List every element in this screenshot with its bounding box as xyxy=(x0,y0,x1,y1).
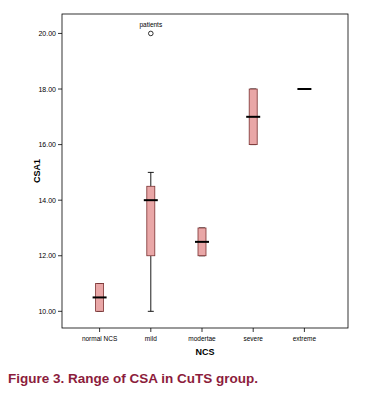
outlier xyxy=(149,31,154,36)
x-tick-label: modertae xyxy=(188,335,216,342)
x-tick-label: mild xyxy=(145,335,157,342)
plot-frame xyxy=(62,14,348,328)
caption: Figure 3. Range of CSA in CuTS group. xyxy=(8,371,258,386)
y-tick-label: 12.00 xyxy=(38,252,56,259)
y-tick-label: 20.00 xyxy=(38,30,56,37)
y-tick xyxy=(58,89,62,90)
outlier-label: patients xyxy=(139,21,163,29)
plot-area xyxy=(93,31,312,311)
x-axis-label: NCS xyxy=(195,347,214,357)
median xyxy=(246,116,260,118)
x-tick-label: normal NCS xyxy=(82,335,118,342)
y-tick xyxy=(58,144,62,145)
chart: 10.00 12.00 14.00 16.00 18.00 20.00 normal NCS… xyxy=(0,0,365,398)
y-tick xyxy=(58,200,62,201)
y-tick xyxy=(58,255,62,256)
y-tick-label: 10.00 xyxy=(38,308,56,315)
whisker-cap-high xyxy=(148,172,154,173)
x-tick-label: extreme xyxy=(293,335,317,342)
x-tick xyxy=(202,328,203,332)
box xyxy=(147,186,155,255)
whisker-low xyxy=(150,256,151,312)
x-tick xyxy=(253,328,254,332)
median xyxy=(93,296,107,298)
y-axis-label: CSA1 xyxy=(32,159,42,183)
whisker-cap-low xyxy=(148,311,154,312)
median xyxy=(144,199,158,201)
x-tick xyxy=(304,328,305,332)
y-tick xyxy=(58,311,62,312)
y-tick xyxy=(58,33,62,34)
y-tick-label: 14.00 xyxy=(38,197,56,204)
x-tick xyxy=(150,328,151,332)
y-tick-label: 18.00 xyxy=(38,86,56,93)
y-tick-label: 16.00 xyxy=(38,141,56,148)
chart-container: 10.00 12.00 14.00 16.00 18.00 20.00 normal NCS… xyxy=(0,0,365,398)
median xyxy=(195,241,209,243)
x-tick-label: severe xyxy=(243,335,263,342)
whisker-high xyxy=(150,172,151,186)
x-tick xyxy=(99,328,100,332)
median xyxy=(297,88,311,90)
